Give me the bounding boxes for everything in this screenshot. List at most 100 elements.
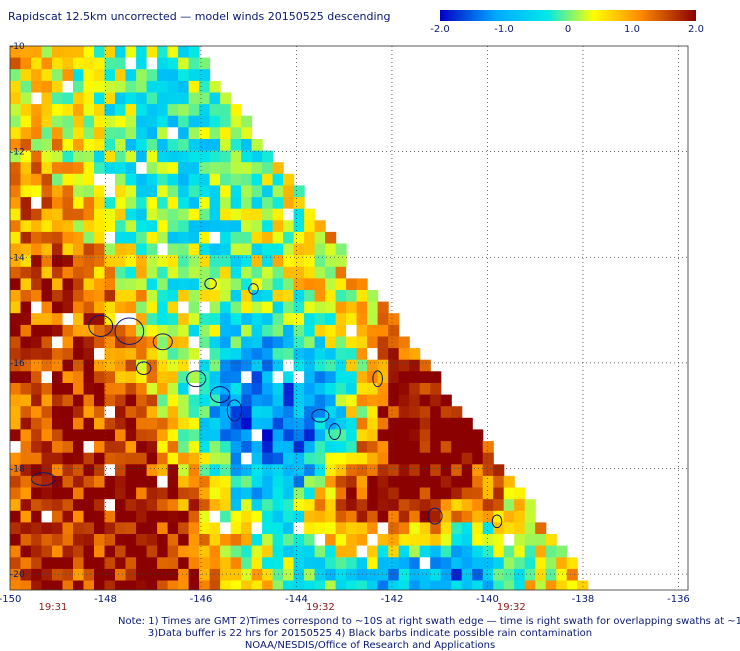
heatmap-cell <box>178 150 190 163</box>
heatmap-cell <box>52 464 64 477</box>
heatmap-cell <box>157 336 169 349</box>
heatmap-cell <box>41 313 53 326</box>
heatmap-cell <box>104 499 116 512</box>
heatmap-cell <box>251 475 263 489</box>
heatmap-cell <box>293 383 305 396</box>
heatmap-cell <box>388 324 400 338</box>
heatmap-cell <box>136 290 148 303</box>
heatmap-cell <box>178 80 190 94</box>
heatmap-cell <box>304 220 316 233</box>
heatmap-cell <box>356 371 368 384</box>
heatmap-cell <box>157 592 168 604</box>
heatmap-cell <box>367 522 379 535</box>
heatmap-cell <box>41 534 53 547</box>
heatmap-cell <box>157 371 169 384</box>
heatmap-cell <box>188 46 200 59</box>
heatmap-cell <box>10 324 22 338</box>
heatmap-cell <box>346 359 358 372</box>
heatmap-cell <box>52 185 64 198</box>
heatmap-cell <box>94 301 106 314</box>
y-tick-label: -14 <box>10 253 25 263</box>
heatmap-cell <box>398 417 410 430</box>
heatmap-cell <box>230 522 242 535</box>
heatmap-cell <box>94 499 106 512</box>
heatmap-cell <box>188 452 200 465</box>
heatmap-cell <box>314 522 326 535</box>
heatmap-cell <box>325 406 337 419</box>
heatmap-cell <box>304 510 316 523</box>
time-labels: 19:31 19:32 19:32 <box>39 602 526 613</box>
heatmap-cell <box>73 592 84 604</box>
heatmap-cell <box>178 208 190 221</box>
heatmap-cell <box>335 441 347 454</box>
heatmap-cell <box>346 592 357 604</box>
heatmap-cell <box>83 417 95 430</box>
heatmap-cell <box>83 383 95 396</box>
heatmap-cell <box>293 545 305 558</box>
heatmap-cell <box>188 464 200 477</box>
heatmap-cell <box>199 290 211 303</box>
heatmap-cell <box>62 173 74 186</box>
heatmap-cell <box>136 324 148 338</box>
heatmap-cell <box>209 499 221 512</box>
heatmap-cell <box>168 592 179 604</box>
heatmap-cell <box>94 394 106 407</box>
heatmap-cell <box>314 278 326 291</box>
heatmap-cell <box>115 301 127 314</box>
heatmap-cell <box>304 394 316 407</box>
heatmap-cell <box>157 220 169 233</box>
heatmap-cell <box>157 522 169 535</box>
heatmap-cell <box>199 220 211 233</box>
heatmap-cell <box>230 452 242 465</box>
heatmap-cell <box>136 301 148 314</box>
heatmap-cell <box>20 371 32 384</box>
heatmap-cell <box>209 127 221 140</box>
heatmap-cell <box>41 139 53 152</box>
heatmap-cell <box>10 417 22 430</box>
heatmap-cell <box>31 231 43 245</box>
rain-contour <box>88 314 114 337</box>
heatmap-cell <box>94 57 106 70</box>
heatmap-cell <box>377 580 389 590</box>
heatmap-cell <box>409 475 421 489</box>
heatmap-cell <box>125 185 137 198</box>
heatmap-cell <box>388 510 400 523</box>
heatmap-cell <box>20 57 32 70</box>
heatmap-cell <box>304 208 316 221</box>
time-label: 19:31 <box>39 602 68 613</box>
heatmap-cell <box>251 545 263 558</box>
heatmap-cell <box>115 173 127 186</box>
heatmap-cell <box>367 383 379 396</box>
heatmap-cell <box>335 580 347 590</box>
heatmap-cell <box>283 406 295 419</box>
heatmap-cell <box>178 557 190 570</box>
heatmap-cell <box>62 208 74 221</box>
heatmap-cell <box>272 441 284 454</box>
heatmap-cell <box>84 592 95 604</box>
heatmap-cell <box>41 173 53 186</box>
heatmap-cell <box>262 417 274 430</box>
heatmap-cell <box>356 383 368 396</box>
heatmap-cell <box>146 313 158 326</box>
heatmap-cell <box>461 534 473 547</box>
heatmap-cell <box>94 197 106 210</box>
heatmap-cell <box>136 185 148 198</box>
heatmap-cell <box>419 417 431 430</box>
heatmap-cell <box>52 371 64 384</box>
heatmap-cell <box>136 46 148 59</box>
heatmap-cell <box>293 336 305 349</box>
heatmap-cell <box>304 336 316 349</box>
heatmap-cell <box>73 92 85 105</box>
heatmap-cell <box>136 568 148 582</box>
heatmap-cell <box>283 359 295 372</box>
heatmap-cell <box>325 475 337 489</box>
heatmap-cell <box>115 127 127 140</box>
heatmap-cell <box>220 534 232 547</box>
heatmap-cell <box>167 115 179 128</box>
heatmap-cell <box>188 231 200 245</box>
heatmap-cell <box>209 278 221 291</box>
heatmap-cell <box>188 545 200 558</box>
heatmap-cell <box>314 441 326 454</box>
heatmap-cell <box>41 487 53 500</box>
heatmap-cell <box>83 197 95 210</box>
